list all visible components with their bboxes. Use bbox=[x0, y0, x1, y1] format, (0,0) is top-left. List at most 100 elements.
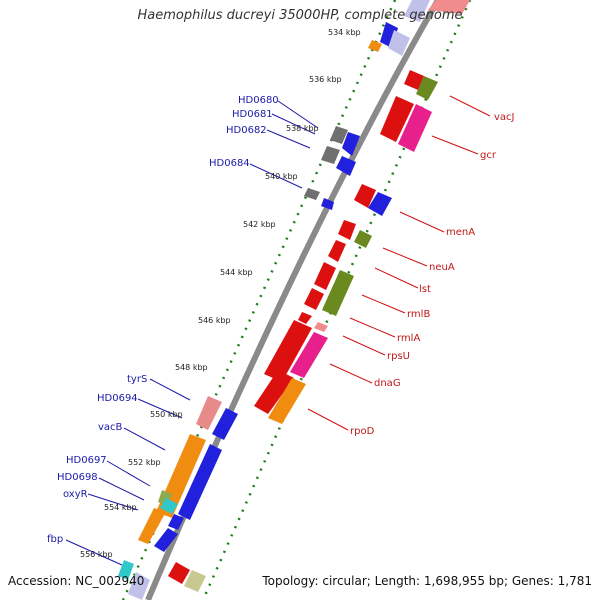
leader-line-fbp bbox=[65, 539, 123, 566]
gene-labels-left: HD0680 HD0681 HD0682 HD0684 tyrS HD0694 … bbox=[47, 95, 279, 545]
gene-label-fbp[interactable]: fbp bbox=[47, 534, 63, 545]
gene-neuA-red bbox=[338, 220, 356, 240]
gene-top-red bbox=[428, 0, 470, 14]
gene-vacJ bbox=[416, 76, 438, 100]
map-title: Haemophilus ducreyi 35000HP, complete ge… bbox=[137, 8, 463, 23]
gene-gcr bbox=[398, 104, 432, 152]
kbp-544: 544 kbp bbox=[220, 268, 253, 277]
gene-rmlB-red bbox=[314, 262, 336, 290]
kbp-550: 550 kbp bbox=[150, 410, 183, 419]
gene-label-hd0682[interactable]: HD0682 bbox=[226, 125, 267, 136]
kbp-536: 536 kbp bbox=[309, 75, 342, 84]
gene-hd0679d bbox=[404, 0, 430, 22]
genome-summary-text: Topology: circular; Length: 1,698,955 bp… bbox=[262, 574, 592, 588]
gene-label-hd0697[interactable]: HD0697 bbox=[66, 455, 107, 466]
kbp-538: 538 kbp bbox=[286, 124, 319, 133]
gene-dnaG bbox=[290, 332, 328, 378]
kbp-546: 546 kbp bbox=[198, 316, 231, 325]
gene-neuA bbox=[354, 230, 372, 248]
gene-dnaG-red bbox=[264, 320, 312, 382]
leader-line-hd0684 bbox=[249, 163, 303, 189]
kbp-534: 534 kbp bbox=[328, 28, 361, 37]
kbp-556: 556 kbp bbox=[80, 550, 113, 559]
gene-features-right bbox=[168, 0, 470, 592]
leader-line-rmlA bbox=[349, 317, 396, 338]
gene-fbp bbox=[118, 560, 134, 580]
gene-vacJ-arrow bbox=[404, 70, 424, 90]
ruler-line-right bbox=[201, 0, 472, 600]
gene-label-vacB[interactable]: vacB bbox=[98, 422, 123, 433]
leader-line-vacJ bbox=[449, 95, 491, 117]
gene-menA-red bbox=[354, 184, 376, 208]
gene-label-hd0681[interactable]: HD0681 bbox=[232, 109, 273, 120]
gene-label-rpsU[interactable]: rpsU bbox=[387, 351, 410, 362]
leader-line-gcr bbox=[431, 135, 479, 155]
gene-rmlB bbox=[322, 270, 354, 316]
gene-rmlA-red bbox=[304, 288, 324, 310]
leader-line-hd0680 bbox=[277, 100, 319, 129]
gene-hd0685 bbox=[321, 198, 334, 210]
leader-line-hd0694 bbox=[137, 398, 183, 419]
gene-bottom-red bbox=[168, 562, 190, 584]
gene-labels-right: vacJ gcr menA neuA lst rmlB rmlA rpsU dn… bbox=[350, 112, 515, 437]
gene-tyrS bbox=[196, 396, 222, 430]
gene-rpoD-red bbox=[254, 370, 294, 414]
gene-hd0698 bbox=[160, 498, 178, 514]
gene-label-neuA[interactable]: neuA bbox=[429, 262, 455, 273]
gene-label-tyrS[interactable]: tyrS bbox=[127, 374, 147, 385]
gene-label-rpoD[interactable]: rpoD bbox=[350, 426, 375, 437]
gene-hd0694 bbox=[212, 408, 238, 440]
gene-label-vacJ[interactable]: vacJ bbox=[494, 112, 515, 123]
kbp-554: 554 kbp bbox=[104, 503, 137, 512]
gene-label-oxyR[interactable]: oxyR bbox=[63, 489, 88, 500]
kbp-552: 552 kbp bbox=[128, 458, 161, 467]
gene-label-gcr[interactable]: gcr bbox=[480, 150, 497, 161]
gene-label-lst[interactable]: lst bbox=[419, 284, 431, 295]
gene-hd0681 bbox=[342, 132, 360, 156]
leader-line-menA bbox=[399, 211, 445, 233]
gene-hd0684 bbox=[304, 188, 320, 200]
gene-hd0701 bbox=[154, 528, 178, 552]
gene-oxyR bbox=[138, 508, 166, 544]
leader-line-dnaG bbox=[329, 363, 373, 384]
leader-line-oxyR bbox=[87, 493, 139, 511]
gene-hd0703 bbox=[128, 572, 150, 600]
accession-text: Accession: NC_002940 bbox=[8, 574, 145, 588]
leader-line-rpoD bbox=[307, 408, 349, 431]
gene-lst-red bbox=[328, 240, 346, 262]
ruler-line-left bbox=[121, 0, 397, 600]
gene-label-hd0680[interactable]: HD0680 bbox=[238, 95, 279, 106]
gene-label-rmlA[interactable]: rmlA bbox=[397, 333, 420, 344]
kbp-540: 540 kbp bbox=[265, 172, 298, 181]
gene-hd0679c bbox=[388, 30, 410, 56]
kbp-548: 548 kbp bbox=[175, 363, 208, 372]
gene-gcr-red bbox=[380, 96, 414, 142]
gene-hd0682 bbox=[321, 146, 340, 164]
gene-small-red bbox=[298, 312, 312, 324]
leader-line-hd0681 bbox=[271, 113, 316, 135]
gene-hd0696 bbox=[178, 444, 222, 520]
leader-line-neuA bbox=[382, 247, 428, 267]
gene-label-hd0694[interactable]: HD0694 bbox=[97, 393, 138, 404]
gene-hd0679b bbox=[368, 40, 382, 52]
gene-rpsU bbox=[314, 322, 328, 332]
gene-bottom-tan bbox=[184, 570, 206, 592]
leader-line-rmlB bbox=[361, 294, 406, 314]
gene-label-menA[interactable]: menA bbox=[446, 227, 475, 238]
leader-line-lst bbox=[374, 267, 419, 289]
gene-label-hd0684[interactable]: HD0684 bbox=[209, 158, 250, 169]
gene-menA bbox=[368, 192, 392, 216]
gene-rpoD bbox=[268, 378, 306, 424]
gene-label-rmlB[interactable]: rmlB bbox=[407, 309, 430, 320]
leader-line-hd0682 bbox=[266, 129, 311, 149]
gene-hd0680 bbox=[330, 126, 348, 144]
gene-label-dnaG[interactable]: dnaG bbox=[374, 378, 401, 389]
leader-line-rpsU bbox=[342, 335, 386, 356]
kbp-542: 542 kbp bbox=[243, 220, 276, 229]
leader-line-tyrS bbox=[149, 378, 191, 401]
gene-features-left bbox=[118, 0, 430, 600]
kbp-ticks: 534 kbp 536 kbp 538 kbp 540 kbp 542 kbp … bbox=[80, 28, 361, 559]
gene-label-hd0698[interactable]: HD0698 bbox=[57, 472, 98, 483]
leader-line-hd0697 bbox=[106, 460, 151, 487]
